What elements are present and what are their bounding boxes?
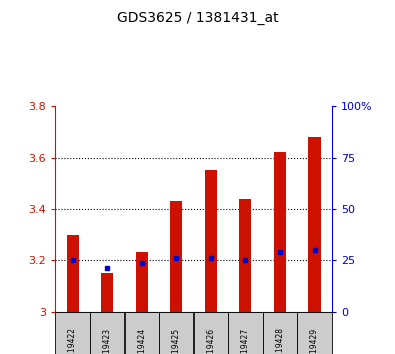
Bar bbox=[205, 170, 217, 312]
Bar bbox=[308, 137, 321, 312]
Bar bbox=[135, 252, 148, 312]
Bar bbox=[274, 153, 286, 312]
Text: GSM119423: GSM119423 bbox=[103, 327, 112, 354]
Bar bbox=[90, 312, 124, 354]
Text: GSM119425: GSM119425 bbox=[172, 327, 181, 354]
Bar bbox=[228, 312, 263, 354]
Bar bbox=[170, 201, 182, 312]
Bar bbox=[124, 312, 159, 354]
Text: GSM119429: GSM119429 bbox=[310, 327, 319, 354]
Bar bbox=[297, 312, 332, 354]
Text: GSM119426: GSM119426 bbox=[206, 327, 215, 354]
Bar bbox=[159, 312, 194, 354]
Bar bbox=[66, 235, 79, 312]
Text: GSM119428: GSM119428 bbox=[275, 327, 284, 354]
Text: GDS3625 / 1381431_at: GDS3625 / 1381431_at bbox=[117, 11, 278, 25]
Bar bbox=[101, 273, 113, 312]
Bar bbox=[263, 312, 297, 354]
Text: GSM119422: GSM119422 bbox=[68, 327, 77, 354]
Bar bbox=[194, 312, 228, 354]
Bar bbox=[55, 312, 90, 354]
Bar bbox=[239, 199, 252, 312]
Text: GSM119427: GSM119427 bbox=[241, 327, 250, 354]
Text: GSM119424: GSM119424 bbox=[137, 327, 146, 354]
